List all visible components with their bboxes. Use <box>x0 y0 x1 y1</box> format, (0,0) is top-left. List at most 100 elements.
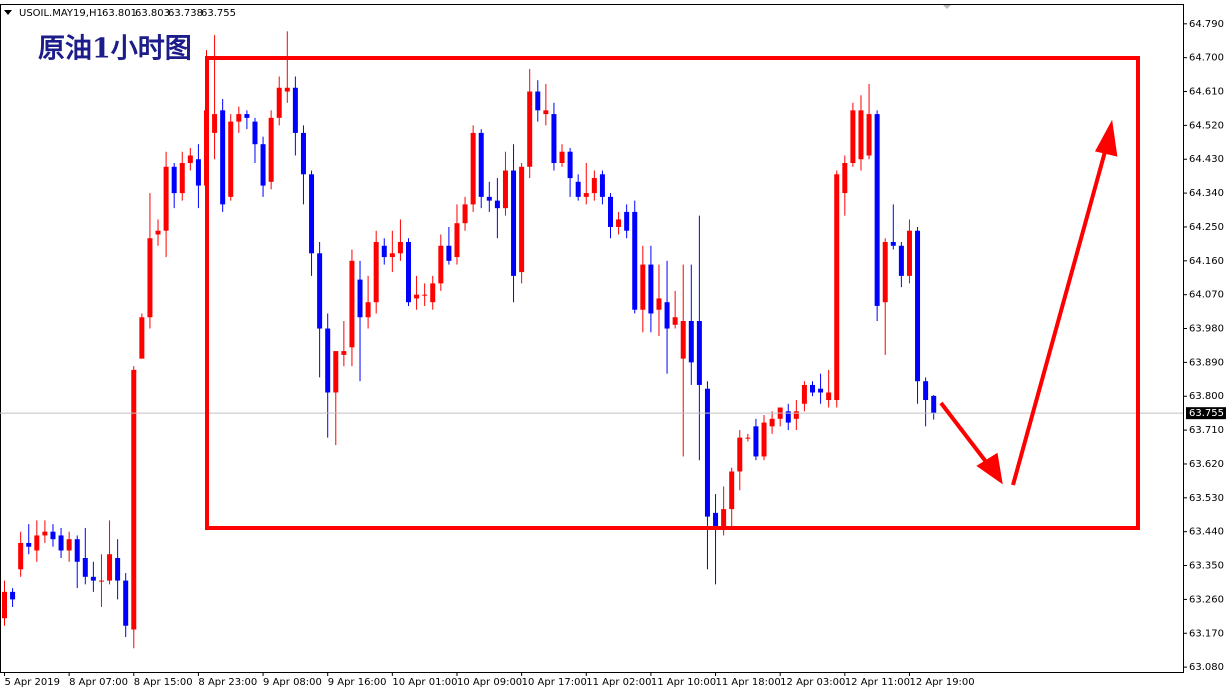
header-high: 63.803 <box>135 8 170 19</box>
y-tick-label: 64.610 <box>1189 87 1224 98</box>
candle-body <box>898 245 904 276</box>
candle-body <box>656 298 662 310</box>
candle-body <box>212 114 218 133</box>
candle-body <box>931 395 937 414</box>
x-tick-label: 11 Apr 10:00 <box>651 677 716 688</box>
candle-body <box>462 204 468 224</box>
candle-body <box>90 576 96 581</box>
candle-body <box>317 253 323 329</box>
candle-body <box>276 87 282 118</box>
candle-body <box>446 245 452 261</box>
candle-body <box>559 151 565 164</box>
candle-body <box>810 384 815 393</box>
x-tick-label: 8 Apr 15:00 <box>134 677 193 688</box>
candle-body <box>826 392 832 401</box>
candle-body <box>890 242 896 246</box>
candle-body <box>260 144 266 186</box>
candle-body <box>769 418 775 427</box>
candle-body <box>107 554 113 581</box>
x-tick-label: 12 Apr 11:00 <box>845 677 910 688</box>
candle-body <box>341 351 347 355</box>
candle-body <box>721 509 727 528</box>
y-tick-label: 64.430 <box>1189 154 1224 165</box>
candle-body <box>123 580 129 626</box>
y-tick-label: 64.340 <box>1189 188 1224 199</box>
arrow-up-shaft <box>1011 147 1108 486</box>
candle-body <box>187 155 193 164</box>
candle-body <box>131 369 137 630</box>
candle-body <box>591 178 597 194</box>
arrow-up-head <box>1094 119 1118 157</box>
x-tick-label: 8 Apr 07:00 <box>69 677 128 688</box>
candle-body <box>801 384 807 404</box>
shift-marker <box>943 5 951 9</box>
candle-body <box>583 193 589 197</box>
candle-body <box>624 211 630 231</box>
y-tick-label: 63.890 <box>1189 357 1224 368</box>
candle-body <box>527 91 533 167</box>
candle-body <box>74 539 80 562</box>
current-price-box <box>1186 407 1226 420</box>
y-tick-label: 63.620 <box>1189 459 1224 470</box>
candle-body <box>2 591 7 619</box>
candle-body <box>244 114 250 118</box>
candle-body <box>325 328 331 393</box>
x-tick-label: 11 Apr 18:00 <box>716 677 781 688</box>
candle-body <box>688 321 694 363</box>
candle-body <box>915 230 921 382</box>
candle-body <box>349 260 355 348</box>
candle-body <box>179 163 185 194</box>
candle-body <box>543 110 549 115</box>
candle-body <box>785 411 791 423</box>
candle-body <box>284 87 290 92</box>
x-tick-label: 12 Apr 03:00 <box>780 677 845 688</box>
y-tick-label: 63.350 <box>1189 561 1224 572</box>
x-tick-label: 5 Apr 2019 <box>5 677 60 688</box>
arrow-down-head <box>976 452 1003 485</box>
candle-body <box>309 174 315 254</box>
candle-body <box>551 114 557 164</box>
candle-body <box>648 264 654 314</box>
candle-body <box>58 535 64 551</box>
candle-body <box>414 294 420 299</box>
candle-body <box>26 542 32 547</box>
candle-body <box>50 531 56 540</box>
x-tick-label: 9 Apr 08:00 <box>263 677 322 688</box>
x-tick-label: 10 Apr 09:00 <box>457 677 522 688</box>
candle-body <box>599 174 605 197</box>
candle-body <box>680 321 686 359</box>
candle-body <box>10 591 16 600</box>
candle-body <box>373 242 379 303</box>
x-tick-label: 9 Apr 16:00 <box>328 677 387 688</box>
candle-body <box>98 580 104 582</box>
candle-body <box>155 230 161 235</box>
candle-body <box>34 535 40 551</box>
candle-body <box>389 253 395 258</box>
range-rectangle <box>205 56 1140 530</box>
candle-body <box>300 132 306 175</box>
y-tick-label: 63.800 <box>1189 391 1224 402</box>
candle-body <box>713 512 719 528</box>
y-tick-label: 64.160 <box>1189 256 1224 267</box>
plot-frame <box>0 4 1184 673</box>
candle-body <box>381 245 387 258</box>
candle-body <box>882 242 888 303</box>
forecast-arrows <box>939 119 1118 486</box>
candle-body <box>236 114 242 122</box>
x-tick-label: 10 Apr 01:00 <box>392 677 457 688</box>
candle-body <box>874 114 880 306</box>
candle-body <box>195 159 201 186</box>
candle-body <box>567 151 573 179</box>
y-tick-label: 64.700 <box>1189 53 1224 64</box>
candle-body <box>535 91 541 111</box>
candle-body <box>858 110 864 160</box>
candle-body <box>834 174 840 401</box>
y-tick-label: 63.080 <box>1189 662 1224 673</box>
candle-body <box>511 170 517 276</box>
candle-body <box>494 200 500 209</box>
candle-body <box>672 317 678 325</box>
candle-body <box>333 351 339 393</box>
